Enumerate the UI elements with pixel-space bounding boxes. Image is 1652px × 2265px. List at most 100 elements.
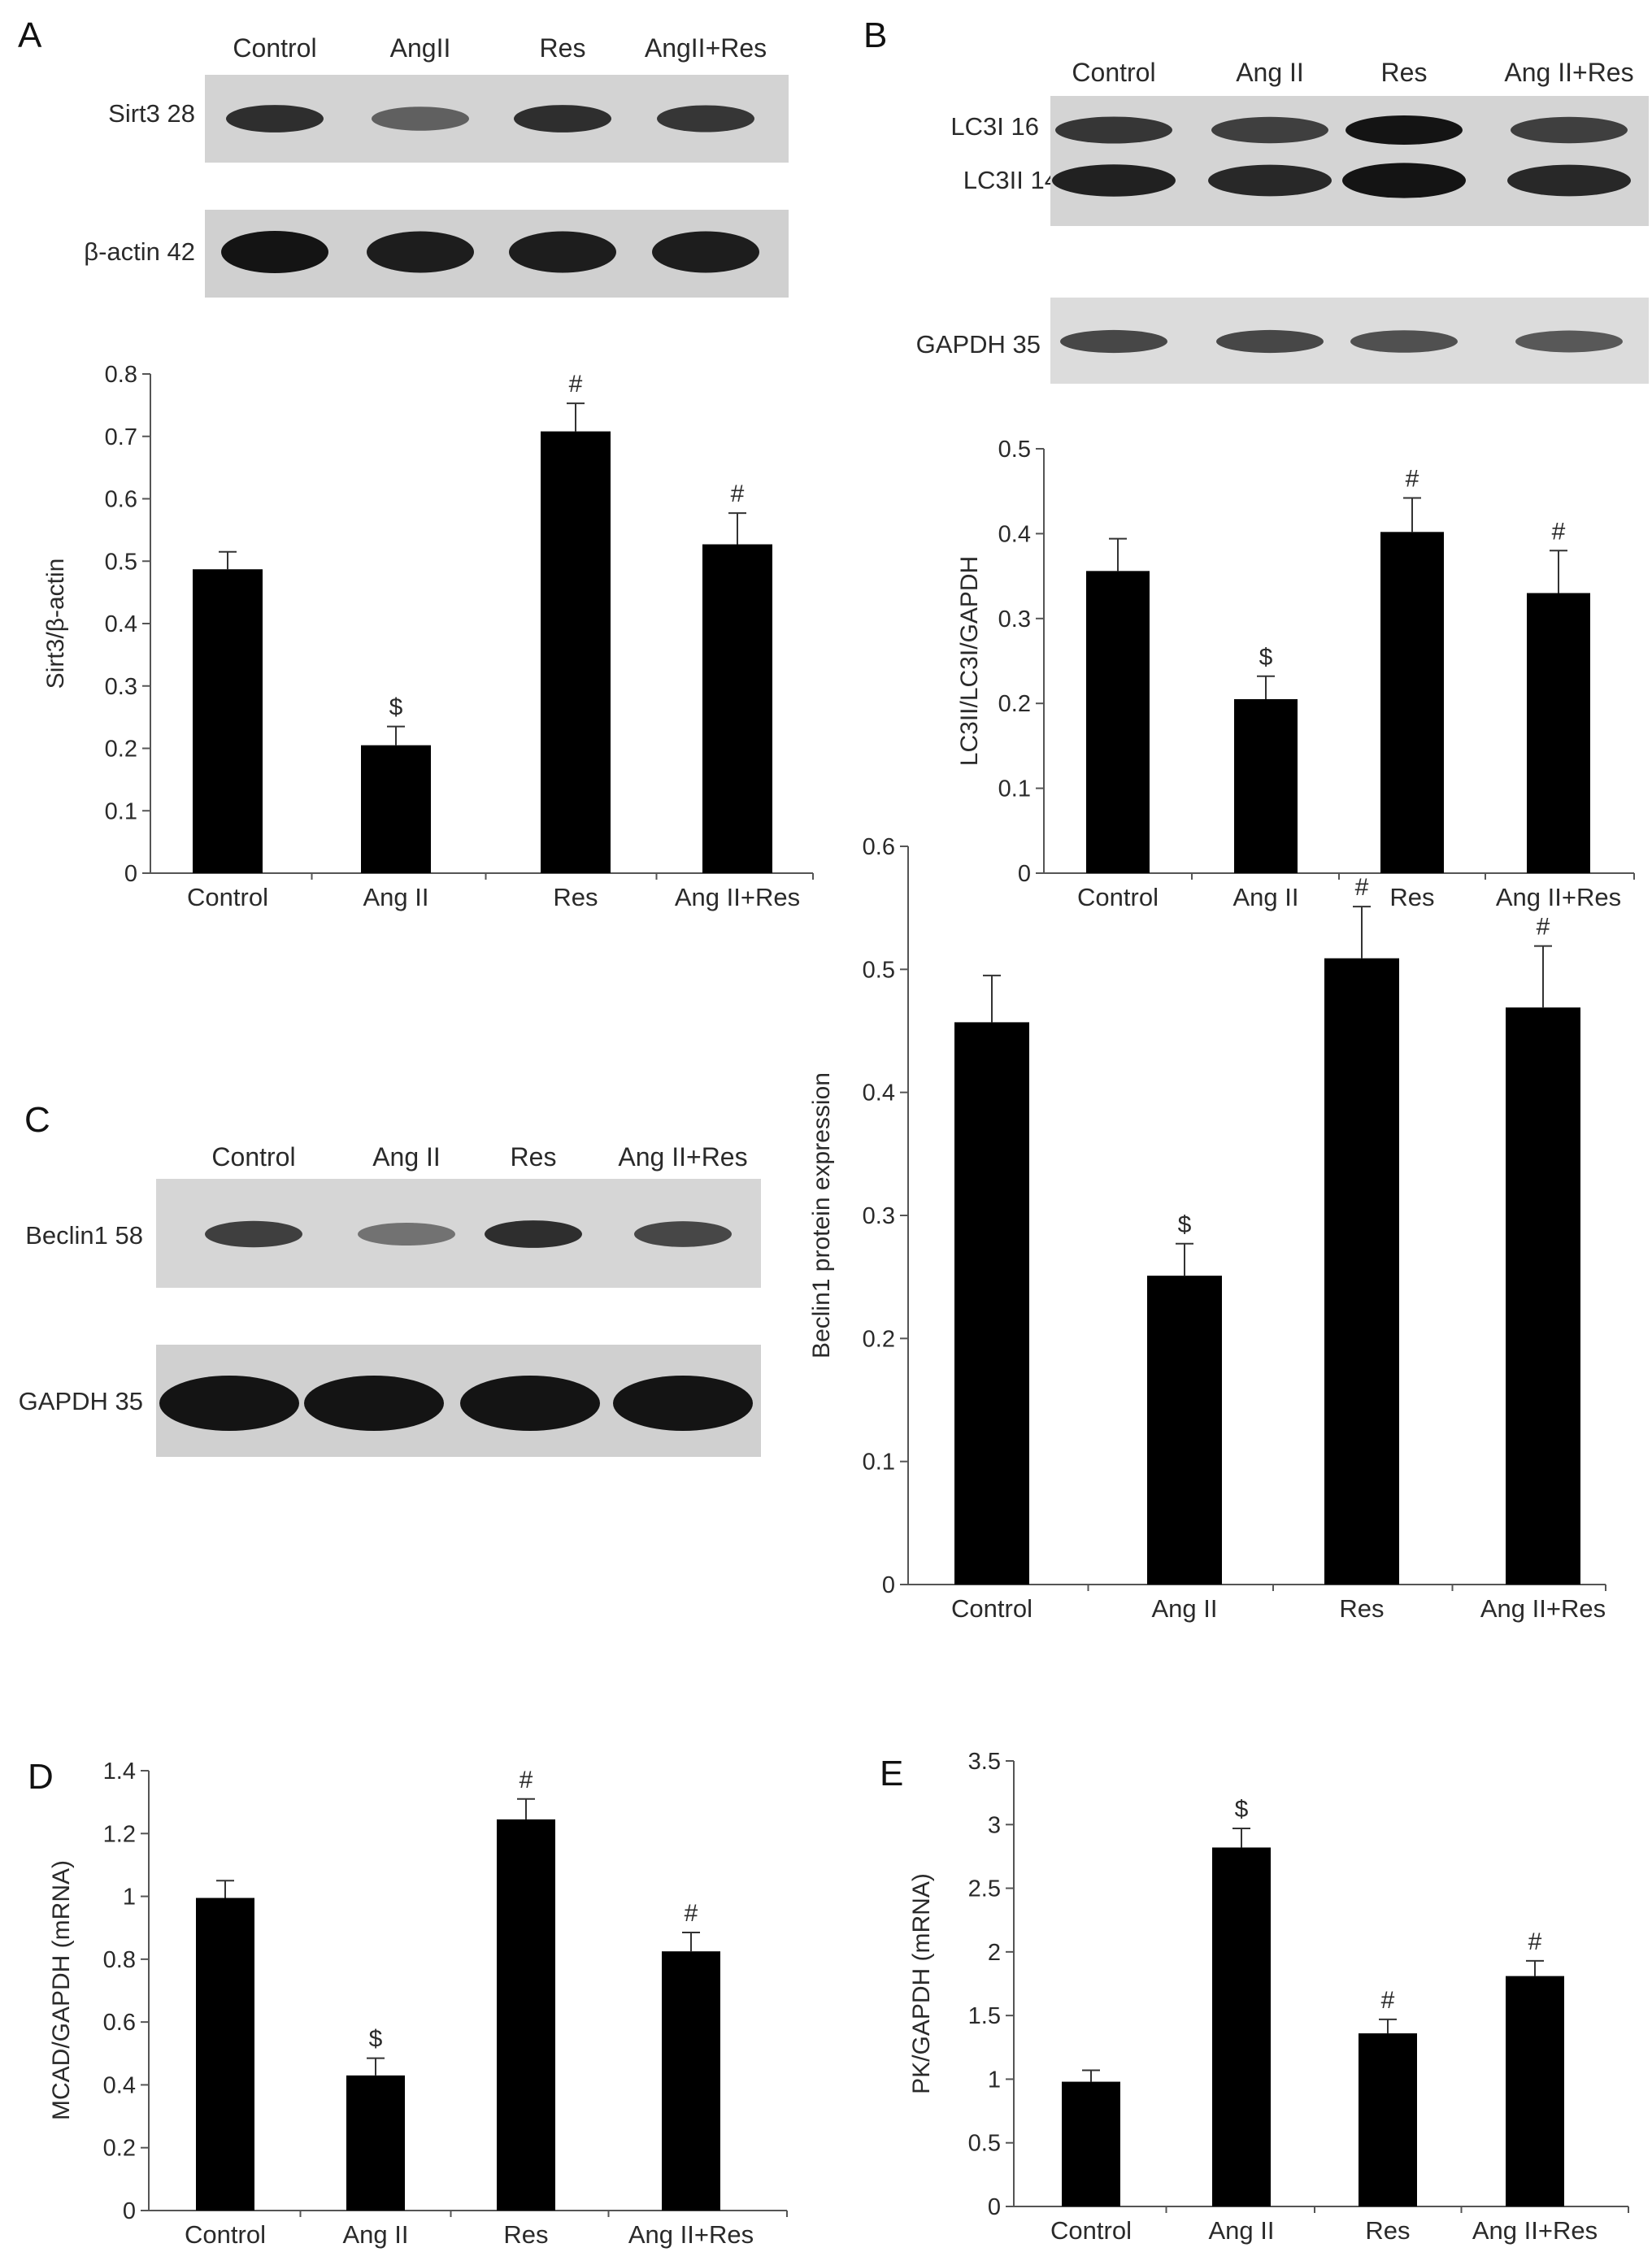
- bar: [1062, 2081, 1120, 2206]
- blot-band: [372, 107, 469, 131]
- panel-label-c: C: [24, 1100, 50, 1140]
- lane-label: Ang II: [372, 1142, 441, 1172]
- blot-band: [221, 231, 328, 273]
- bar: [1234, 698, 1298, 873]
- bar: [1324, 958, 1399, 1585]
- blot-band: [1208, 164, 1332, 197]
- blot-bands-gapdh: [1060, 329, 1623, 354]
- significance-marker: #: [1528, 1928, 1542, 1955]
- blot-bands-beta-actin: [221, 231, 759, 273]
- y-tick-label: 0.3: [105, 674, 137, 700]
- significance-marker: $: [1259, 644, 1273, 671]
- significance-marker: #: [685, 1900, 698, 1927]
- significance-marker: #: [1355, 874, 1369, 901]
- x-tick-label: Ang II: [363, 883, 429, 911]
- significance-marker: #: [520, 1767, 533, 1793]
- chart-b: 0 0.1 0.2 0.3 0.4 0.5 Control $ Ang II # Res # Ang I…: [956, 437, 1635, 911]
- blot-b: Control Ang II Res Ang II+Res LC3I 16 LC…: [916, 58, 1649, 384]
- blot-marker-lc3ii: LC3II 14: [963, 166, 1059, 194]
- blot-band: [460, 1376, 600, 1431]
- blot-band: [634, 1221, 732, 1247]
- y-tick-label: 0.5: [968, 2131, 1001, 2157]
- y-tick-label: 0.1: [998, 776, 1031, 802]
- blot-bands-lc3: [1052, 115, 1631, 198]
- x-tick-label: Control: [1077, 883, 1159, 911]
- y-tick-label: 0.2: [103, 2136, 136, 2162]
- y-tick-label: 0.8: [103, 1947, 136, 1973]
- blot-band: [1052, 164, 1176, 197]
- y-tick-label: 3: [988, 1812, 1001, 1838]
- x-tick-label: Res: [503, 2220, 548, 2249]
- blot-band: [1060, 329, 1167, 354]
- bar: [497, 1819, 555, 2211]
- bar: [346, 2075, 405, 2211]
- y-axis-label: Beclin1 protein expression: [808, 1072, 835, 1359]
- y-tick-label: 0.3: [863, 1203, 895, 1229]
- x-tick-label: Ang II: [343, 2220, 409, 2249]
- panel-label-a: A: [18, 15, 42, 55]
- x-tick-label: Res: [553, 883, 598, 911]
- x-tick-label: Ang II: [1152, 1594, 1218, 1623]
- y-tick-label: 0: [123, 2198, 136, 2224]
- lane-label: Control: [1072, 58, 1155, 87]
- y-tick-label: 0.6: [863, 834, 895, 860]
- blot-band: [485, 1220, 582, 1248]
- lane-label: AngII: [390, 33, 451, 63]
- y-tick-label: 1.2: [103, 1821, 136, 1847]
- blot-band: [1346, 115, 1463, 145]
- blot-band: [159, 1376, 299, 1431]
- bar: [1359, 2033, 1417, 2206]
- significance-marker: #: [1406, 466, 1419, 493]
- x-tick-label: Res: [1365, 2216, 1410, 2245]
- y-tick-label: 1.4: [103, 1759, 136, 1785]
- bar: [361, 745, 431, 873]
- blot-c: Control Ang II Res Ang II+Res Beclin1 58…: [19, 1142, 761, 1457]
- bar: [1086, 571, 1150, 873]
- lane-label: AngII+Res: [645, 33, 767, 63]
- blot-marker-gapdh: GAPDH 35: [916, 330, 1041, 359]
- y-axis-label: PK/GAPDH (mRNA): [908, 1873, 935, 2094]
- lane-label: Res: [1381, 58, 1428, 87]
- y-tick-label: 0: [124, 861, 137, 887]
- lane-label: Res: [511, 1142, 557, 1172]
- y-tick-label: 1.5: [968, 2003, 1001, 2029]
- bar: [1212, 1847, 1271, 2206]
- y-tick-label: 0.4: [105, 611, 137, 637]
- panel-label-d: D: [28, 1757, 54, 1797]
- x-tick-label: Ang II+Res: [1472, 2216, 1598, 2245]
- significance-marker: $: [1178, 1211, 1192, 1238]
- blot-band: [358, 1222, 455, 1246]
- bar: [541, 431, 611, 873]
- significance-marker: #: [731, 480, 745, 507]
- bar: [662, 1951, 720, 2211]
- lane-label: Ang II+Res: [1504, 58, 1633, 87]
- blot-band: [367, 231, 474, 273]
- y-tick-label: 3.5: [968, 1749, 1001, 1775]
- blot-marker-sirt3: Sirt3 28: [108, 99, 195, 128]
- bar: [702, 544, 772, 873]
- lane-label: Ang II+Res: [618, 1142, 747, 1172]
- lane-label: Control: [211, 1142, 295, 1172]
- blot-band: [1511, 116, 1628, 144]
- blot-marker-gapdh: GAPDH 35: [19, 1387, 143, 1415]
- bar: [196, 1898, 254, 2211]
- blot-band: [613, 1376, 753, 1431]
- blot-band: [1350, 330, 1458, 353]
- blot-bands-sirt3: [226, 105, 754, 133]
- significance-marker: #: [1381, 1987, 1395, 2014]
- blot-band: [205, 1220, 302, 1248]
- y-tick-label: 1: [123, 1885, 136, 1911]
- x-tick-label: Res: [1389, 883, 1434, 911]
- chart-c: 0 0.1 0.2 0.3 0.4 0.5 0.6 Control $ Ang II # Res # An…: [808, 834, 1606, 1623]
- blot-band: [657, 105, 754, 133]
- y-tick-label: 0.8: [105, 362, 137, 388]
- blot-band: [652, 231, 759, 273]
- significance-marker: $: [369, 2026, 383, 2053]
- x-tick-label: Ang II: [1233, 883, 1299, 911]
- y-tick-label: 0.3: [998, 606, 1031, 633]
- bar: [1506, 1007, 1580, 1585]
- y-tick-label: 2: [988, 1940, 1001, 1966]
- x-tick-label: Control: [1050, 2216, 1132, 2245]
- blot-band: [1211, 116, 1328, 144]
